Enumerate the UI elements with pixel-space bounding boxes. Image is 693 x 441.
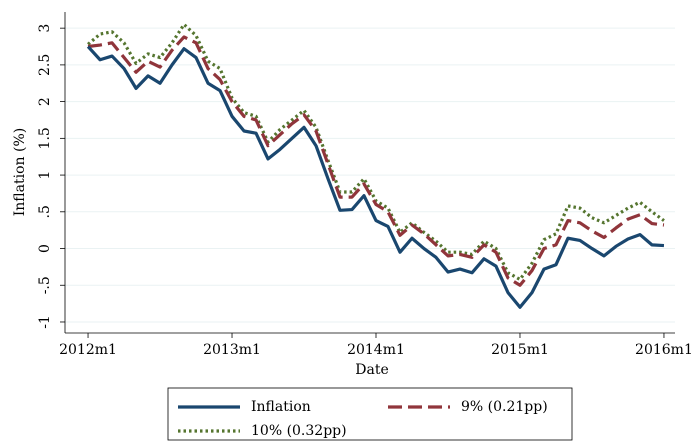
y-tick-label: -1	[37, 315, 53, 329]
x-tick-label: 2012m1	[59, 342, 117, 358]
legend-label: Inflation	[251, 399, 311, 415]
y-tick-label: 1.5	[37, 127, 53, 149]
y-axis-label: Inflation (%)	[12, 128, 28, 216]
y-tick-label: 0	[37, 244, 53, 253]
legend-label: 10% (0.32pp)	[251, 423, 347, 439]
legend-label: 9% (0.21pp)	[461, 399, 548, 415]
x-tick-label: 2015m1	[491, 342, 549, 358]
y-tick-label: 1	[37, 171, 53, 180]
series-line	[86, 22, 665, 281]
y-tick-label: 3	[37, 24, 53, 33]
x-axis-label: Date	[355, 362, 388, 378]
x-tick-label: 2013m1	[203, 342, 261, 358]
y-tick-label: .5	[37, 205, 53, 218]
y-tick-label: -.5	[37, 276, 53, 294]
x-tick-label: 2014m1	[347, 342, 405, 358]
series-line	[87, 35, 665, 287]
y-tick-label: 2	[37, 97, 53, 106]
y-tick-label: 2.5	[37, 54, 53, 76]
series-line	[86, 45, 665, 309]
x-tick-label: 2016m1	[635, 342, 693, 358]
